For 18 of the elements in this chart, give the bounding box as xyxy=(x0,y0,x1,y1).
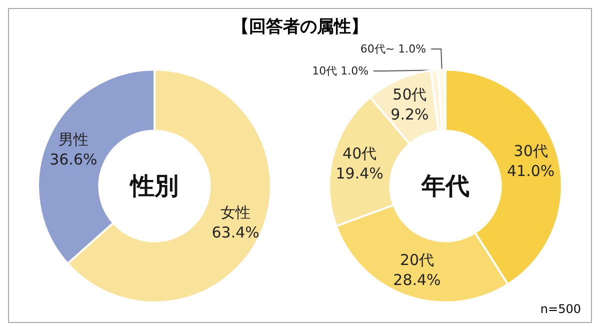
slice-label: 50代 xyxy=(392,86,427,104)
text: 年代 xyxy=(420,172,470,200)
data-label: 63.4% xyxy=(212,223,260,242)
slice-label: 20代 xyxy=(400,251,434,270)
data-label: 9.2% xyxy=(390,106,429,124)
slice-label: 40代 xyxy=(342,144,377,162)
text: 性別 xyxy=(128,172,178,200)
data-label: 36.6% xyxy=(50,150,98,169)
data-label: 41.0% xyxy=(506,162,555,180)
data-label: 28.4% xyxy=(393,271,441,290)
slice-label: 10代 1.0% xyxy=(312,64,369,78)
slice-label: 30代 xyxy=(514,142,548,160)
data-label: 19.4% xyxy=(336,164,384,182)
slice-label: 女性 xyxy=(220,203,251,222)
text: n=500 xyxy=(540,302,581,316)
chart-title: 【回答者の属性】 xyxy=(231,16,369,38)
slice-label: 60代~ 1.0% xyxy=(360,42,426,56)
slice-label: 男性 xyxy=(58,130,88,149)
